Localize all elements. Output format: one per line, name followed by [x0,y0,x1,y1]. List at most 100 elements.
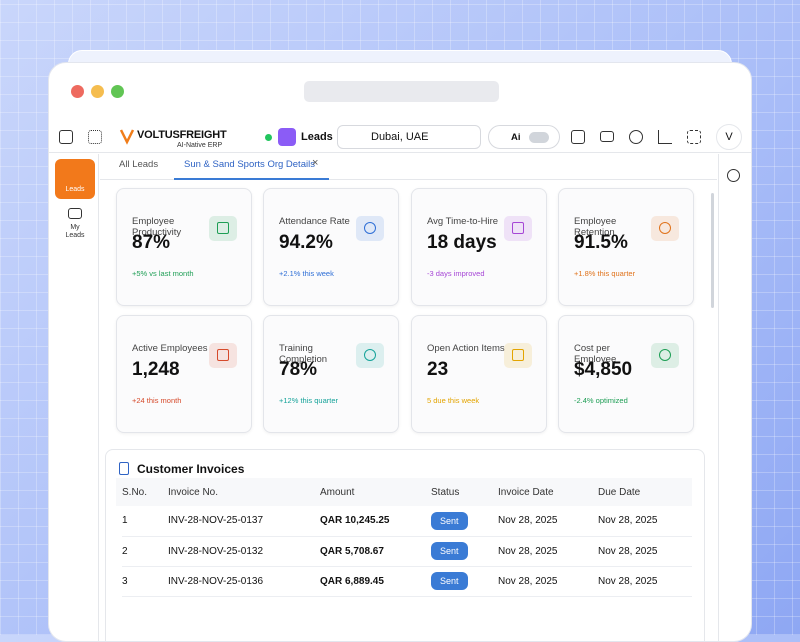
kpi-label: Employee Retention [574,216,617,238]
invoice-row[interactable]: 1 INV-28-NOV-25-0137 QAR 10,245.25 Sent Nov … [122,506,692,536]
kpi-icon-glyph [659,222,671,234]
kpi-label: Open Action Items [427,343,505,354]
cell: INV-28-NOV-25-0132 [168,545,264,557]
cell: Nov 28, 2025 [498,545,558,557]
kpi-label: Training Completion [279,343,328,365]
invoices-title: Customer Invoices [137,462,245,476]
kpi-label: Employee Productivity [132,216,182,238]
kpi-icon-glyph [217,222,229,234]
cell: INV-28-NOV-25-0136 [168,575,264,587]
apps-button[interactable] [88,130,102,144]
tab-all-leads[interactable]: All Leads [119,159,159,170]
kpi-change: +5% vs last month [132,269,194,278]
column-header: S.No. [122,486,148,498]
ai-toggle[interactable] [488,125,560,149]
kpi-icon [356,343,384,368]
cell: Nov 28, 2025 [598,545,658,557]
kpi-icon [651,216,679,241]
column-header: Invoice No. [168,486,219,498]
column-header: Status [431,486,460,498]
kpi-change: +12% this quarter [279,396,338,405]
kpi-card: Attendance Rate 94.2% +2.1% this week [263,188,399,306]
cell: 1 [122,515,128,527]
kpi-label: Active Employees [132,343,208,354]
kpi-label: Cost per Employee [574,343,617,365]
kpi-card: Employee Productivity 87% +5% vs last mont… [116,188,252,306]
kpi-change: 5 due this week [427,396,480,405]
kpi-icon [651,343,679,368]
tasks-button[interactable] [571,130,585,144]
kpi-icon [209,343,237,368]
kpi-change: +2.1% this week [279,269,334,278]
table-header-row: S.No. Invoice No. Amount Status Invoice Date… [122,478,692,506]
kpi-value: 1,248 [132,359,180,380]
kpi-value: 94.2% [279,232,333,253]
kpi-card: Open Action Items 23 5 due this week [411,315,547,433]
cell: Nov 28, 2025 [498,575,558,587]
kpi-change: +24 this month [132,396,182,405]
kpi-change: +1.8% this quarter [574,269,636,278]
kpi-icon-glyph [217,349,229,361]
cell: QAR 6,889.45 [320,575,384,587]
status-cell: Sent [431,506,498,536]
sidebar-myleads-label: My Leads [65,224,85,239]
module-name: Leads [301,131,333,143]
location-select[interactable] [337,125,481,149]
feed-button[interactable] [658,130,672,144]
kpi-icon-glyph [364,222,376,234]
logo-icon [119,129,135,145]
kpi-icon [356,216,384,241]
chat-button[interactable] [727,169,740,182]
cell: 2 [122,545,128,557]
minimize-button[interactable] [91,85,104,98]
kpi-card: Active Employees 1,248 +24 this month [116,315,252,433]
kpi-value: 87% [132,232,171,253]
invoices-table: S.No. Invoice No. Amount Status Invoice Date… [122,478,692,597]
kpi-icon-glyph [512,349,524,361]
maximize-button[interactable] [111,85,124,98]
location-value: Dubai, UAE [371,131,429,143]
cell: Nov 28, 2025 [598,515,658,527]
mail-button[interactable] [600,131,614,142]
kpi-value: 78% [279,359,318,380]
invoice-row[interactable]: 3 INV-28-NOV-25-0136 QAR 6,889.45 Sent Nov 2… [122,566,692,596]
address-bar[interactable] [304,81,499,102]
logo-name: VOLTUSFREIGHT [137,129,227,141]
invoices-icon [119,462,129,475]
tab-active[interactable] [174,153,329,180]
cell: INV-28-NOV-25-0137 [168,515,264,527]
toolbar [49,121,751,153]
kpi-icon [209,216,237,241]
fullscreen-button[interactable] [687,130,701,144]
cell: Nov 28, 2025 [498,515,558,527]
theme-button[interactable] [629,130,643,144]
ai-switch[interactable] [529,132,549,143]
kpi-value: 18 days [427,232,497,253]
status-pill: Sent [431,542,468,560]
kpi-label: Attendance Rate [279,216,350,227]
kpi-value: $4,850 [574,359,633,380]
browser-window: VOLTUSFREIGHT AI-Native ERP Leads Dubai,… [48,62,752,642]
status-cell: Sent [431,536,498,566]
logo-sub: AI-Native ERP [177,142,223,149]
tab-org-details[interactable]: Sun & Sand Sports Org Details [184,159,315,170]
kpi-change: -2.4% optimized [574,396,628,405]
status-cell: Sent [431,566,498,596]
sidebar-leads[interactable] [55,159,95,199]
sidebar-myleads-icon[interactable] [68,208,82,219]
tab-close[interactable]: × [312,157,319,169]
invoice-row[interactable]: 2 INV-28-NOV-25-0132 QAR 5,708.67 Sent Nov 2… [122,536,692,566]
kpi-value: 91.5% [574,232,628,253]
cell: QAR 5,708.67 [320,545,384,557]
ai-label: Ai [511,132,521,143]
scrollbar [711,193,714,308]
avatar[interactable]: V [716,124,742,150]
cell: QAR 10,245.25 [320,515,390,527]
close-button[interactable] [71,85,84,98]
status-dot [265,134,272,141]
column-header: Amount [320,486,355,498]
panel-toggle[interactable] [59,130,73,144]
kpi-card: Cost per Employee $4,850 -2.4% optimized [558,315,694,433]
